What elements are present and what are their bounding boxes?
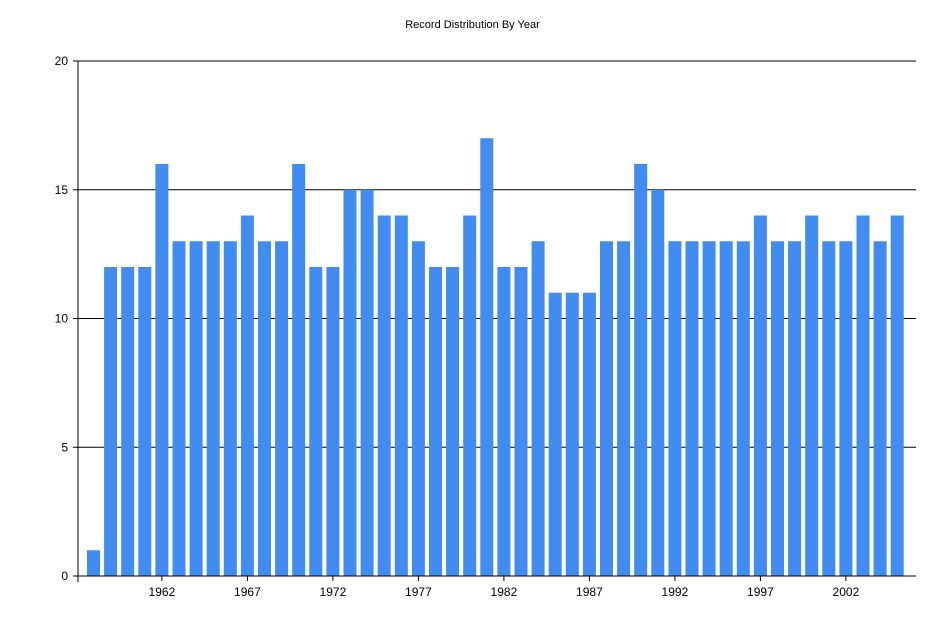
- bar-2004: [873, 241, 887, 576]
- bar-2001: [822, 241, 836, 576]
- bar-1989: [617, 241, 631, 576]
- bar-1985: [548, 292, 562, 576]
- bar-1998: [771, 241, 784, 576]
- bar-1972: [326, 267, 340, 576]
- bar-1999: [788, 241, 802, 576]
- bar-1979: [446, 267, 460, 576]
- bar-1993: [685, 241, 699, 576]
- bar-2000: [805, 215, 819, 576]
- bar-1986: [565, 292, 579, 576]
- x-tick-label: 1992: [662, 585, 689, 599]
- bar-1991: [651, 189, 665, 576]
- bar-1990: [634, 164, 648, 576]
- x-tick-label: 1997: [747, 585, 774, 599]
- bar-1965: [206, 241, 220, 576]
- bar-1994: [702, 241, 716, 576]
- bar-1977: [411, 241, 425, 576]
- bar-1995: [719, 241, 733, 576]
- bar-1968: [258, 241, 271, 576]
- bar-1960: [121, 267, 135, 576]
- x-tick-label: 1982: [491, 585, 518, 599]
- bar-1976: [394, 215, 408, 576]
- bar-1970: [292, 164, 306, 576]
- bar-1981: [480, 138, 494, 576]
- bar-1996: [736, 241, 750, 576]
- y-tick-label: 5: [61, 440, 68, 454]
- bar-1992: [668, 241, 682, 576]
- x-tick-label: 1972: [320, 585, 347, 599]
- y-tick-label: 0: [61, 569, 68, 583]
- bar-1966: [223, 241, 237, 576]
- y-tick-label: 10: [55, 312, 69, 326]
- x-tick-label: 1967: [234, 585, 261, 599]
- bar-1997: [753, 215, 767, 576]
- bar-1978: [429, 267, 442, 576]
- bar-1975: [377, 215, 391, 576]
- y-tick-label: 20: [55, 54, 69, 68]
- bar-1983: [514, 267, 528, 576]
- bar-1964: [189, 241, 203, 576]
- bar-1973: [343, 189, 357, 576]
- x-tick-label: 1962: [149, 585, 176, 599]
- bar-1962: [155, 164, 169, 576]
- x-tick-label: 1987: [576, 585, 603, 599]
- bar-2003: [856, 215, 870, 576]
- bar-1980: [463, 215, 477, 576]
- x-tick-label: 2002: [833, 585, 860, 599]
- bar-1963: [172, 241, 186, 576]
- bar-1971: [309, 267, 323, 576]
- bar-1969: [275, 241, 289, 576]
- y-tick-label: 15: [55, 183, 69, 197]
- bar-2002: [839, 241, 853, 576]
- x-tick-label: 1977: [405, 585, 432, 599]
- bar-1967: [240, 215, 254, 576]
- bar-1974: [360, 189, 374, 576]
- bar-2005: [890, 215, 904, 576]
- bar-1959: [104, 267, 118, 576]
- bar-1961: [138, 267, 152, 576]
- bar-1958: [87, 550, 100, 576]
- bar-1984: [531, 241, 545, 576]
- bar-1988: [600, 241, 613, 576]
- bar-1982: [497, 267, 511, 576]
- bar-1987: [582, 292, 596, 576]
- chart-title: Record Distribution By Year: [405, 19, 540, 31]
